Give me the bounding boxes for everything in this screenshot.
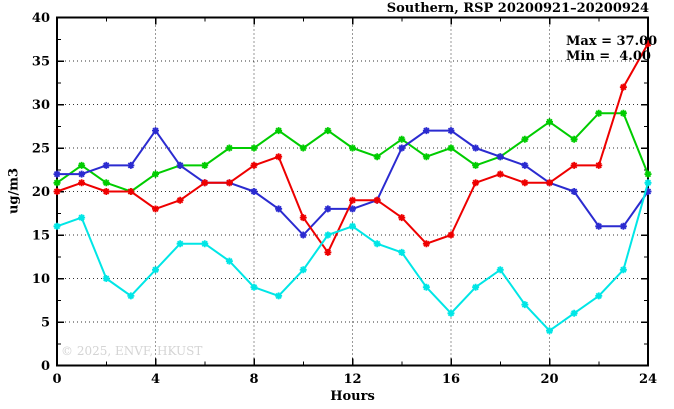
series-cyan-line	[56, 182, 649, 332]
legend-max: Max = 37.00	[566, 34, 658, 49]
y-tick-label-15: 15	[32, 229, 50, 244]
x-tick-label-4: 4	[151, 372, 160, 387]
watermark: © 2025, ENVF, HKUST	[61, 344, 203, 358]
chart-title: Southern, RSP 20200921–20200924	[386, 1, 649, 16]
x-axis-label: Hours	[330, 389, 375, 404]
y-axis-label: ug/m3	[6, 167, 22, 215]
series-red-markers	[53, 40, 652, 256]
legend: Max = 37.00 Min = 4.00	[566, 34, 657, 64]
x-tick-label-20: 20	[540, 372, 558, 387]
x-tick-label-12: 12	[343, 372, 361, 387]
y-tick-label-10: 10	[32, 272, 50, 287]
y-tick-label-0: 0	[41, 359, 50, 374]
y-tick-label-35: 35	[32, 55, 50, 70]
x-tick-label-8: 8	[249, 372, 258, 387]
y-tick-label-25: 25	[32, 142, 50, 157]
y-tick-label-30: 30	[32, 98, 50, 113]
y-tick-label-5: 5	[41, 316, 50, 331]
x-tick-label-16: 16	[442, 372, 460, 387]
y-tick-label-40: 40	[32, 11, 50, 26]
x-tick-label-0: 0	[52, 372, 61, 387]
x-tick-label-24: 24	[639, 372, 657, 387]
series-cyan-markers	[53, 179, 652, 335]
series-green-line	[56, 112, 649, 193]
y-tick-label-20: 20	[32, 185, 50, 200]
legend-min: Min = 4.00	[566, 49, 651, 64]
